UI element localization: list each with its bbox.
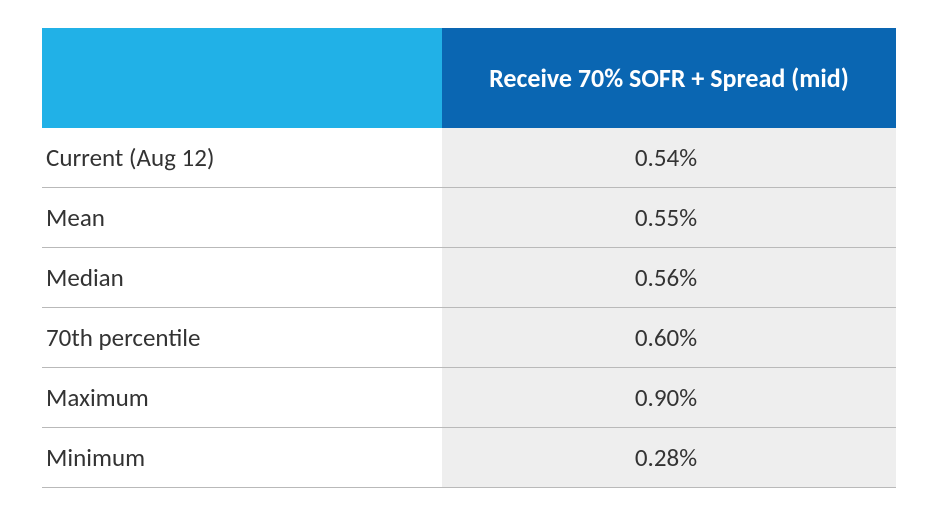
row-label: Maximum (42, 368, 442, 428)
table-container: Receive 70% SOFR + Spread (mid) Current … (0, 0, 938, 509)
sofr-spread-table: Receive 70% SOFR + Spread (mid) Current … (42, 28, 896, 488)
row-label: Current (Aug 12) (42, 128, 442, 188)
table-row: Maximum 0.90% (42, 368, 896, 428)
row-value: 0.28% (442, 428, 896, 488)
table-row: 70th percentile 0.60% (42, 308, 896, 368)
table-row: Current (Aug 12) 0.54% (42, 128, 896, 188)
row-label: 70th percentile (42, 308, 442, 368)
table-header-row: Receive 70% SOFR + Spread (mid) (42, 28, 896, 128)
header-label-blank (42, 28, 442, 128)
table-body: Current (Aug 12) 0.54% Mean 0.55% Median… (42, 128, 896, 488)
row-label: Minimum (42, 428, 442, 488)
row-value: 0.90% (442, 368, 896, 428)
table-row: Mean 0.55% (42, 188, 896, 248)
table-row: Median 0.56% (42, 248, 896, 308)
row-label: Median (42, 248, 442, 308)
row-value: 0.55% (442, 188, 896, 248)
table-row: Minimum 0.28% (42, 428, 896, 488)
row-value: 0.54% (442, 128, 896, 188)
row-label: Mean (42, 188, 442, 248)
header-value: Receive 70% SOFR + Spread (mid) (442, 28, 896, 128)
row-value: 0.60% (442, 308, 896, 368)
row-value: 0.56% (442, 248, 896, 308)
